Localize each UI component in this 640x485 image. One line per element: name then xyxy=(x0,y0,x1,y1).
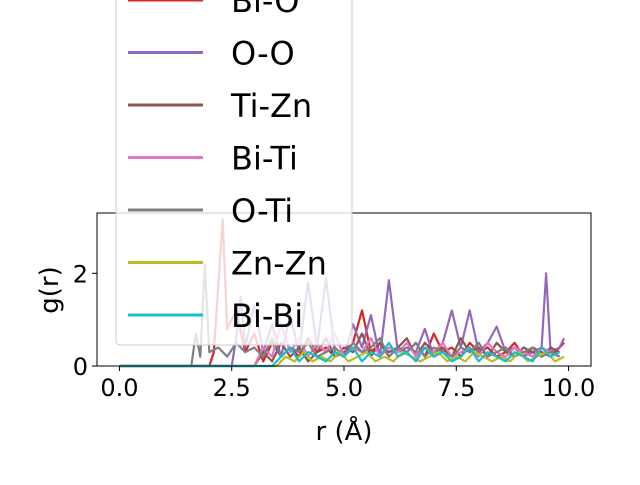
series-line-zn-zn xyxy=(119,351,565,368)
x-tick-label: 2.5 xyxy=(213,374,251,402)
legend-label-bi-ti: Bi-Ti xyxy=(231,140,298,178)
legend-label-o-ti: O-Ti xyxy=(231,192,293,230)
series-line-bi-bi xyxy=(119,341,561,368)
legend: Bi-O O-O Ti-Zn Bi-Ti O-Ti Zn-Zn Bi-Bi xyxy=(115,0,353,346)
legend-label-zn-zn: Zn-Zn xyxy=(231,245,327,283)
y-tick-label: 2 xyxy=(73,260,88,288)
y-axis-label: g(r) xyxy=(35,266,65,313)
y-axis-ticks: 02 xyxy=(73,260,97,381)
legend-frame xyxy=(115,0,353,346)
legend-label-o-o: O-O xyxy=(231,35,295,73)
legend-label-bi-o: Bi-O xyxy=(231,0,299,20)
y-tick-label: 0 xyxy=(73,353,88,381)
x-tick-label: 0.0 xyxy=(100,374,138,402)
series-line-ti-zn xyxy=(119,332,561,368)
x-axis-ticks: 0.0 2.5 5.0 7.5 10.0 xyxy=(100,366,595,402)
legend-label-ti-zn: Ti-Zn xyxy=(230,87,312,125)
x-axis-label: r (Å) xyxy=(315,415,372,447)
series-line-o-ti xyxy=(119,262,561,368)
x-tick-label: 7.5 xyxy=(437,374,475,402)
legend-label-bi-bi: Bi-Bi xyxy=(231,297,303,335)
x-tick-label: 10.0 xyxy=(542,374,595,402)
x-tick-label: 5.0 xyxy=(325,374,363,402)
